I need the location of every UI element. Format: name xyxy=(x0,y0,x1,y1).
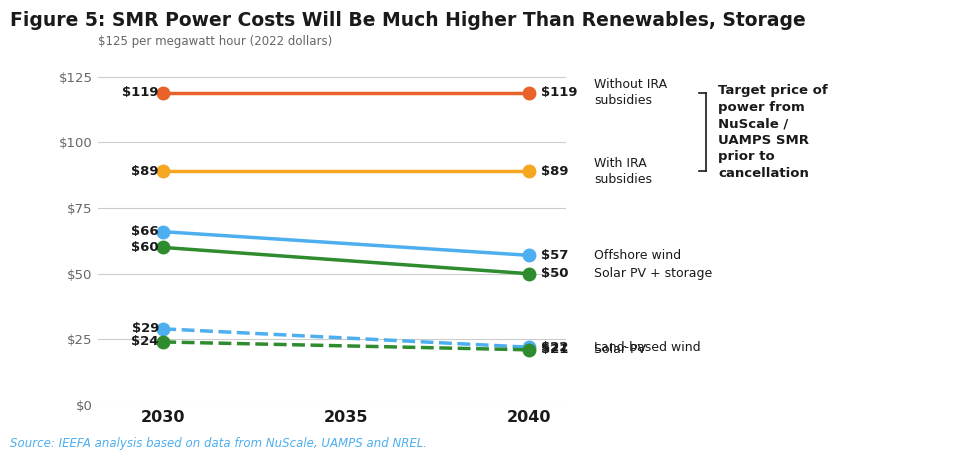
Text: $22: $22 xyxy=(540,341,568,354)
Text: $89: $89 xyxy=(540,165,568,178)
Text: $57: $57 xyxy=(540,249,568,262)
Text: Solar PV + storage: Solar PV + storage xyxy=(594,267,713,280)
Text: $29: $29 xyxy=(132,322,159,335)
Text: Target price of
power from
NuScale /
UAMPS SMR
prior to
cancellation: Target price of power from NuScale / UAM… xyxy=(718,84,828,180)
Text: Offshore wind: Offshore wind xyxy=(594,249,682,262)
Text: $60: $60 xyxy=(132,241,159,254)
Text: $24: $24 xyxy=(132,335,159,349)
Text: $125 per megawatt hour (2022 dollars): $125 per megawatt hour (2022 dollars) xyxy=(98,35,332,48)
Text: $21: $21 xyxy=(540,344,568,356)
Text: Without IRA
subsidies: Without IRA subsidies xyxy=(594,78,667,107)
Text: Figure 5: SMR Power Costs Will Be Much Higher Than Renewables, Storage: Figure 5: SMR Power Costs Will Be Much H… xyxy=(10,11,805,30)
Text: $66: $66 xyxy=(132,225,159,238)
Text: With IRA
subsidies: With IRA subsidies xyxy=(594,157,652,186)
Text: $50: $50 xyxy=(540,267,568,280)
Text: Source: IEEFA analysis based on data from NuScale, UAMPS and NREL.: Source: IEEFA analysis based on data fro… xyxy=(10,437,427,450)
Text: $119: $119 xyxy=(123,86,159,99)
Text: Solar PV: Solar PV xyxy=(594,344,646,356)
Text: $89: $89 xyxy=(132,165,159,178)
Text: Land-based wind: Land-based wind xyxy=(594,341,701,354)
Text: $119: $119 xyxy=(540,86,577,99)
